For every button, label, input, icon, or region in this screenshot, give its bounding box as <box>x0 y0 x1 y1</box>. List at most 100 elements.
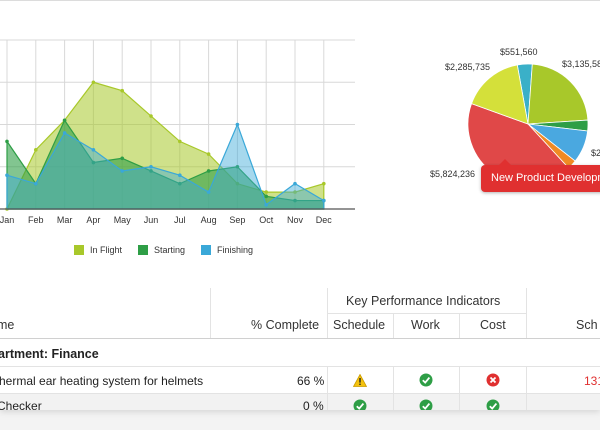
check-icon <box>419 399 433 410</box>
project-complete: 66 % <box>297 374 325 388</box>
col-divider <box>327 366 328 393</box>
data-point <box>264 190 269 194</box>
warning-icon <box>353 374 367 387</box>
legend-item-finishing[interactable]: Finishing <box>201 245 253 255</box>
data-point <box>322 198 326 203</box>
col-divider <box>526 288 527 338</box>
column-header-schedule-variance[interactable]: Sch <box>576 318 598 332</box>
dashboard-panel: Jan Feb Mar Apr May Jun Jul Aug Sep Oct Nov Dec In … <box>0 0 600 410</box>
pie-slice[interactable] <box>527 63 589 125</box>
legend-label-in-flight: In Flight <box>90 245 123 255</box>
legend-label-starting: Starting <box>154 245 186 255</box>
pie-label: $5,824,236 <box>430 169 475 179</box>
data-point <box>120 156 124 161</box>
header-divider <box>327 313 526 314</box>
data-point <box>5 139 9 144</box>
data-point <box>235 164 240 169</box>
col-divider <box>526 366 527 393</box>
col-divider <box>459 313 460 338</box>
top-border <box>0 0 600 1</box>
x-tick-label: May <box>114 215 132 225</box>
data-point <box>149 114 153 118</box>
data-point <box>120 88 124 93</box>
data-point <box>91 160 96 165</box>
header-bottom-border <box>0 338 600 339</box>
x-tick-label: Nov <box>287 215 304 225</box>
data-point <box>34 181 38 186</box>
pie-label: $3,135,58 <box>562 59 600 69</box>
column-header-work[interactable]: Work <box>411 318 440 332</box>
data-point <box>235 122 240 127</box>
schedule-variance-value: 131 <box>584 374 600 388</box>
data-point <box>178 181 182 186</box>
pie-label: $551,560 <box>500 47 538 57</box>
data-point <box>5 173 9 177</box>
x-tick-label: Dec <box>316 215 333 225</box>
legend-item-in-flight[interactable]: In Flight <box>74 245 122 255</box>
legend-swatch-in-flight <box>74 245 84 255</box>
data-point <box>178 139 182 144</box>
row-divider <box>0 393 600 394</box>
area-chart: Jan Feb Mar Apr May Jun Jul Aug Sep Oct Nov Dec <box>0 39 355 225</box>
check-icon <box>419 373 433 387</box>
project-complete: 0 % <box>303 399 324 410</box>
data-point <box>322 181 326 186</box>
legend-swatch-finishing <box>201 245 212 255</box>
data-point <box>206 152 211 156</box>
data-point <box>293 181 297 186</box>
data-point <box>91 80 96 85</box>
column-header-schedule[interactable]: Schedule <box>333 318 386 332</box>
data-point <box>91 148 96 152</box>
area-chart-legend: In Flight Starting Finishing <box>74 245 253 255</box>
col-divider <box>459 394 460 410</box>
pie-slice[interactable] <box>471 64 529 125</box>
error-icon <box>486 373 500 387</box>
table-row-selected[interactable] <box>0 394 600 410</box>
check-icon <box>486 399 500 410</box>
data-point <box>264 202 269 207</box>
data-point <box>293 190 297 194</box>
col-divider <box>459 366 460 393</box>
x-tick-label: Oct <box>259 215 274 225</box>
data-point <box>206 190 211 194</box>
col-divider <box>327 394 328 410</box>
legend-item-starting[interactable]: Starting <box>138 245 185 255</box>
col-divider <box>393 313 394 338</box>
data-point <box>62 118 67 123</box>
col-divider <box>393 366 394 393</box>
x-tick-label: Jan <box>0 215 14 225</box>
data-point <box>149 169 153 173</box>
project-name: Checker <box>0 399 42 410</box>
col-divider <box>210 288 211 338</box>
col-divider <box>526 394 527 410</box>
data-point <box>264 194 269 199</box>
x-tick-label: Feb <box>28 215 44 225</box>
pie-label: $2,285,735 <box>445 62 490 72</box>
x-tick-label: Apr <box>86 215 100 225</box>
legend-swatch-starting <box>138 245 149 255</box>
legend-label-finishing: Finishing <box>217 245 254 255</box>
kpi-group-header: Key Performance Indicators <box>346 294 501 308</box>
column-header-complete[interactable]: % Complete <box>251 318 320 332</box>
check-icon <box>353 399 367 410</box>
pie-tooltip: New Product Development <box>481 159 600 192</box>
data-point <box>178 173 182 177</box>
column-header-name[interactable]: me <box>0 318 15 332</box>
col-divider <box>393 394 394 410</box>
project-name: hermal ear heating system for helmets <box>0 374 204 388</box>
department-group-label[interactable]: artment: Finance <box>0 347 99 361</box>
x-tick-label: Jul <box>174 215 186 225</box>
data-point <box>149 164 153 169</box>
pie-chart: $551,560 $3,135,58 $2,285,735 $5,824,236 $2 <box>430 47 600 185</box>
data-point <box>62 131 67 135</box>
pie-label: $2 <box>591 148 600 158</box>
data-point <box>293 198 297 203</box>
x-tick-label: Jun <box>144 215 159 225</box>
data-point <box>120 169 124 173</box>
column-header-cost[interactable]: Cost <box>480 318 506 332</box>
x-tick-label: Sep <box>229 215 245 225</box>
x-tick-label: Aug <box>201 215 217 225</box>
data-point <box>206 169 211 173</box>
data-point <box>34 148 38 152</box>
x-tick-label: Mar <box>57 215 73 225</box>
